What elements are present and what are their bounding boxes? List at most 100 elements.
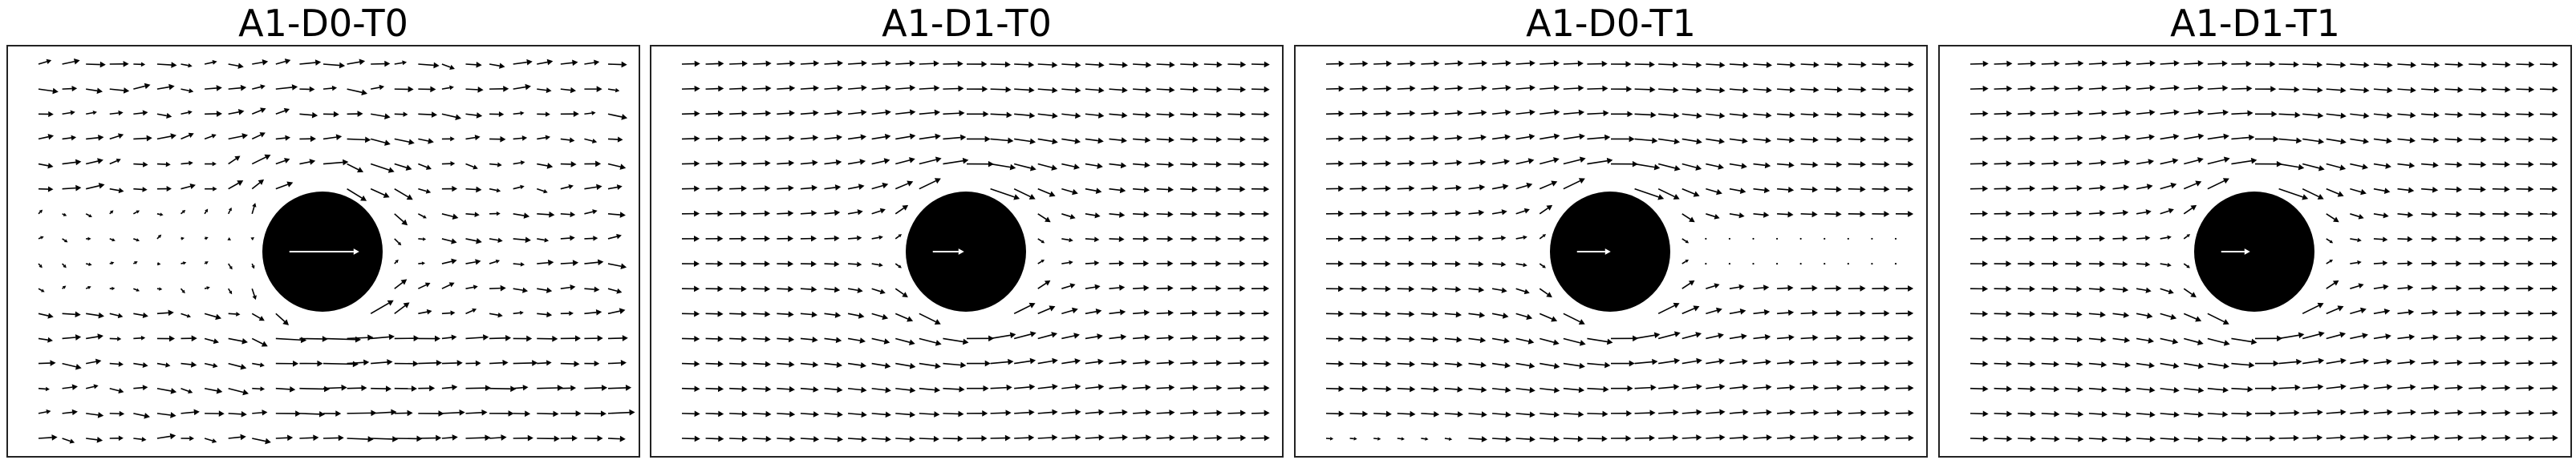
vector-arrow: [1515, 109, 1535, 116]
vector-arrow: [204, 208, 209, 215]
vector-arrow: [2468, 334, 2487, 341]
vector-arrow: [62, 159, 82, 166]
vector-arrow: [1634, 163, 1661, 171]
vector-arrow: [800, 60, 820, 67]
vector-arrow: [489, 359, 509, 366]
vector-arrow: [1468, 235, 1484, 242]
vector-arrow: [181, 236, 185, 240]
vector-arrow: [2207, 156, 2230, 165]
vector-arrow: [418, 434, 442, 442]
vector-arrow: [1994, 236, 2012, 242]
vector-arrow: [2539, 434, 2558, 442]
vector-arrow: [848, 436, 867, 442]
vector-arrow: [1563, 178, 1585, 190]
vector-arrow: [1156, 61, 1175, 68]
vector-arrow: [2018, 210, 2035, 217]
vector-arrow: [966, 111, 989, 118]
vector-arrow: [38, 186, 54, 192]
vector-arrow: [560, 137, 575, 143]
vector-arrow: [1203, 161, 1222, 167]
vector-arrow: [1777, 162, 1795, 168]
vector-arrow: [1468, 60, 1487, 67]
vector-arrow: [824, 85, 843, 91]
vector-arrow: [181, 313, 192, 318]
vector-arrow: [204, 59, 217, 65]
vector-arrow: [204, 362, 218, 369]
vector-arrow: [1421, 437, 1429, 441]
vector-arrow: [1657, 188, 1680, 200]
vector-arrow: [1180, 334, 1199, 341]
vector-arrow: [2397, 333, 2416, 341]
vector-arrow: [2421, 434, 2440, 441]
vector-arrow: [347, 334, 374, 341]
vector-arrow: [705, 285, 724, 293]
vector-arrow: [1203, 434, 1223, 442]
vector-arrow: [252, 59, 269, 66]
vector-arrow: [537, 135, 551, 140]
vector-arrow: [1895, 410, 1914, 417]
vector-arrow: [1848, 136, 1867, 143]
vector-arrow: [1610, 160, 1638, 167]
vector-arrow: [2444, 410, 2464, 416]
vector-arrow: [489, 385, 517, 393]
vector-arrow: [1492, 261, 1507, 268]
vector-arrow: [1109, 111, 1128, 119]
vector-arrow: [1180, 111, 1199, 118]
vector-arrow: [2468, 161, 2487, 168]
vector-arrow: [2444, 136, 2463, 143]
vector-arrow: [347, 59, 366, 66]
vector-arrow: [966, 86, 988, 93]
vector-arrow: [2302, 112, 2324, 119]
vector-arrow: [62, 212, 67, 216]
vector-arrow: [1373, 210, 1391, 217]
vector-arrow: [252, 438, 271, 445]
vector-arrow: [871, 362, 891, 369]
vector-arrow: [1492, 436, 1511, 442]
vector-arrow: [2421, 409, 2440, 416]
vector-arrow: [2065, 336, 2083, 343]
vector-arrow: [2041, 235, 2059, 242]
vector-arrow: [323, 62, 346, 69]
vector-arrow: [2018, 385, 2036, 393]
vector-arrow: [1397, 185, 1415, 192]
vector-arrow: [607, 136, 623, 143]
vector-arrow: [1824, 359, 1843, 366]
vector-arrow: [871, 386, 891, 393]
vector-arrow: [537, 385, 563, 391]
vector-arrow: [85, 213, 92, 217]
vector-arrow: [2112, 209, 2129, 216]
vector-arrow: [441, 238, 457, 244]
vector-arrow: [2112, 109, 2132, 116]
vector-arrow: [705, 361, 724, 367]
vector-arrow: [990, 332, 1016, 340]
vector-arrow: [205, 111, 222, 117]
vector-arrow: [1824, 186, 1842, 193]
vector-arrow: [919, 85, 940, 91]
quiver-plot: [6, 45, 640, 458]
vector-arrow: [1109, 87, 1128, 94]
vector-arrow: [489, 334, 512, 341]
vector-arrow: [441, 310, 456, 316]
vector-arrow: [777, 361, 795, 368]
vector-arrow: [919, 60, 939, 67]
vector-arrow: [681, 435, 700, 442]
vector-arrow: [1203, 385, 1223, 391]
vector-arrow: [1133, 409, 1152, 416]
vector-arrow: [2350, 383, 2370, 390]
vector-arrow: [1444, 260, 1461, 268]
vector-arrow: [705, 385, 724, 393]
vector-arrow: [62, 110, 75, 115]
vector-arrow: [2088, 135, 2107, 141]
vector-arrow: [441, 63, 455, 71]
vector-arrow: [1156, 384, 1175, 391]
vector-arrow: [1468, 312, 1486, 318]
vector-arrow: [1610, 61, 1632, 67]
vector-arrow: [2492, 410, 2511, 417]
vector-arrow: [753, 385, 772, 393]
vector-arrow: [800, 411, 819, 418]
vector-arrow: [871, 60, 891, 67]
vector-arrow: [1491, 313, 1509, 319]
vector-arrow: [681, 135, 700, 142]
vector-arrow: [2539, 135, 2558, 143]
vector-arrow: [347, 436, 374, 442]
